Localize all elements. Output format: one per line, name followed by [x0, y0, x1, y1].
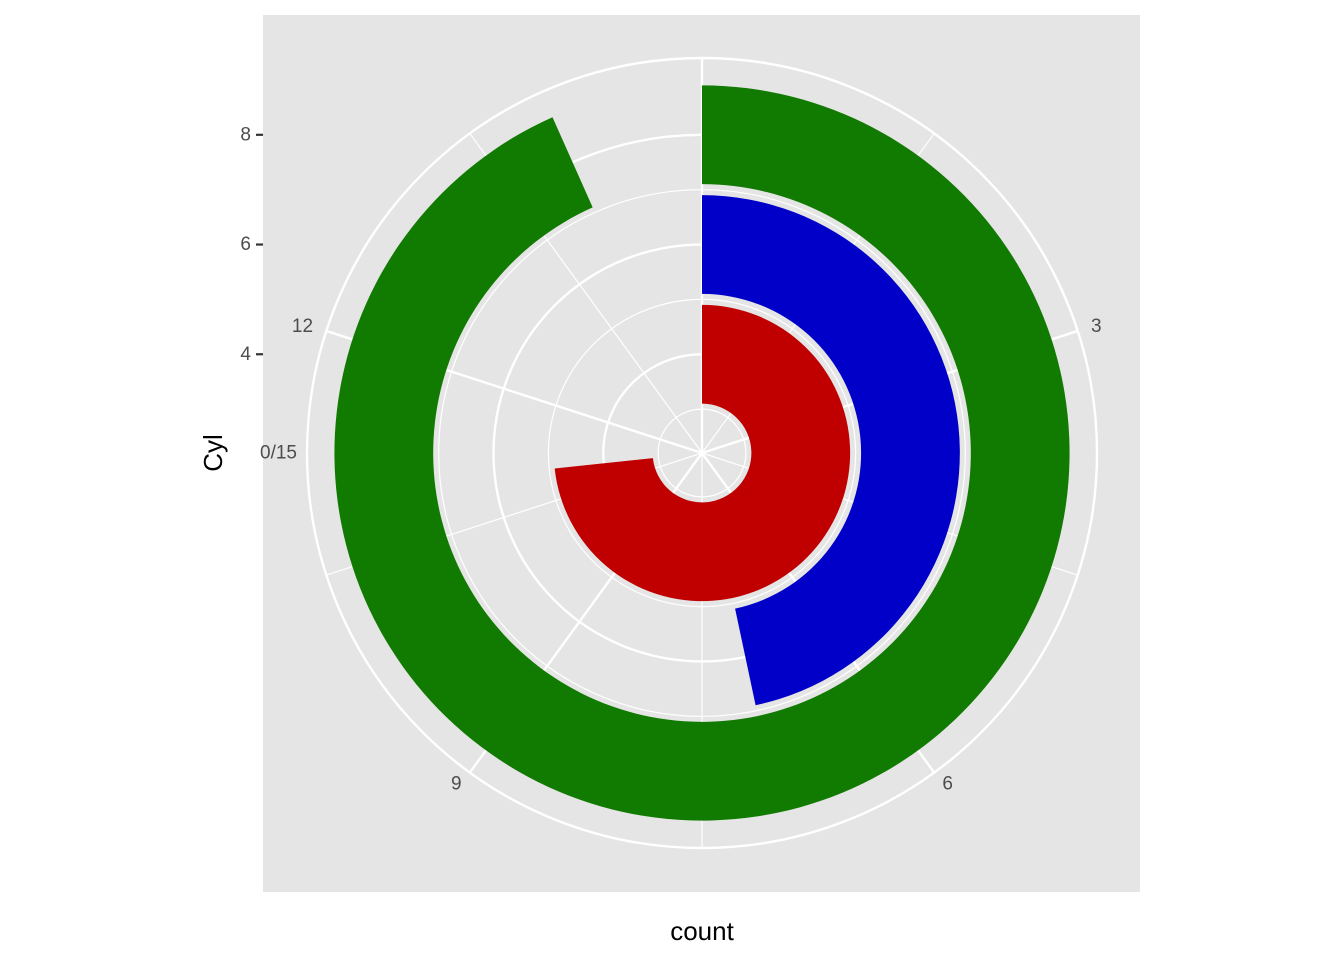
theta-tick-labels: 0/15 3 6 9 12	[260, 316, 1102, 794]
r-axis-label: 8	[240, 124, 251, 145]
x-axis-title: count	[670, 916, 734, 946]
theta-label: 6	[942, 773, 953, 794]
r-axis-label: 4	[240, 344, 251, 365]
bar-cyl-6	[702, 195, 960, 706]
r-axis-label: 6	[240, 234, 251, 255]
bar-cyl-4	[554, 304, 851, 602]
bars-group	[334, 85, 1070, 821]
y-axis-title: Cyl	[198, 434, 228, 472]
theta-label: 3	[1091, 316, 1102, 337]
theta-label: 12	[292, 316, 313, 337]
radial-axis: 4 6 8	[240, 124, 263, 365]
theta-label: 9	[451, 773, 462, 794]
theta-label: 0/15	[260, 443, 297, 464]
